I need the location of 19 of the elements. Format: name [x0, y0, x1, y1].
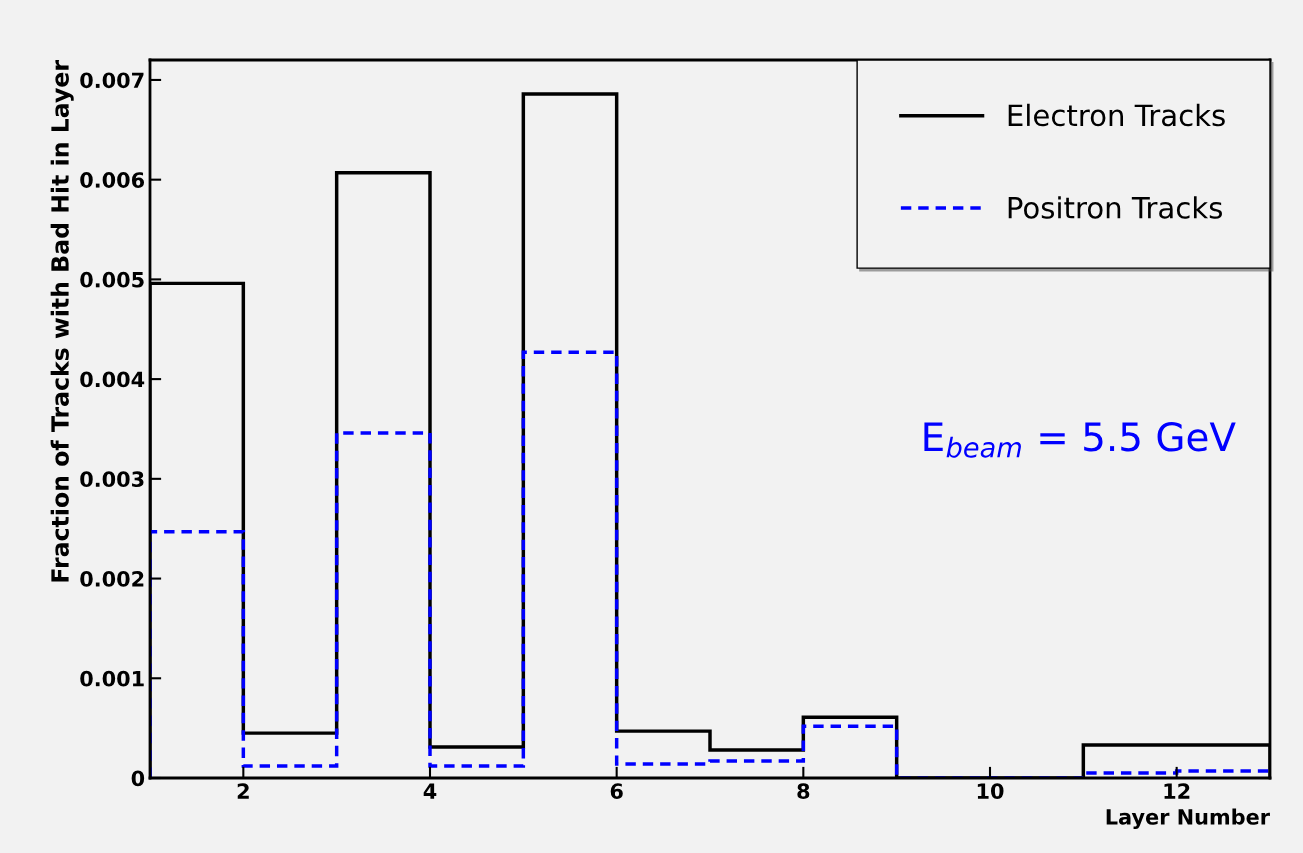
x-tick-label: 6 — [610, 783, 623, 799]
x-axis-title: Layer Number — [1106, 808, 1270, 829]
y-tick-label: 0.004 — [80, 371, 145, 388]
y-tick-label: 0.002 — [80, 571, 144, 587]
y-tick-label: 0 — [131, 770, 145, 787]
x-tick-label: 2 — [237, 783, 249, 799]
x-tick-label: 4 — [423, 783, 437, 799]
y-tick-label: 0.003 — [80, 471, 144, 488]
y-tick-label: 0.001 — [80, 670, 144, 687]
y-tick-label: 0.005 — [80, 271, 144, 288]
legend-label: Electron Tracks — [1008, 103, 1225, 127]
annotation: E$_{beam}$ = 5.5 GeV — [924, 422, 1236, 458]
y-tick-label: 0.006 — [80, 172, 145, 188]
x-tick-label: 8 — [797, 783, 810, 799]
legend-label: Positron Tracks — [1008, 196, 1222, 219]
y-tick-label: 0.007 — [80, 72, 144, 89]
x-tick-label: 10 — [977, 783, 1004, 799]
x-tick-label: 12 — [1164, 783, 1190, 799]
y-axis-title: Fraction of Tracks with Bad Hit in Layer — [50, 60, 74, 582]
